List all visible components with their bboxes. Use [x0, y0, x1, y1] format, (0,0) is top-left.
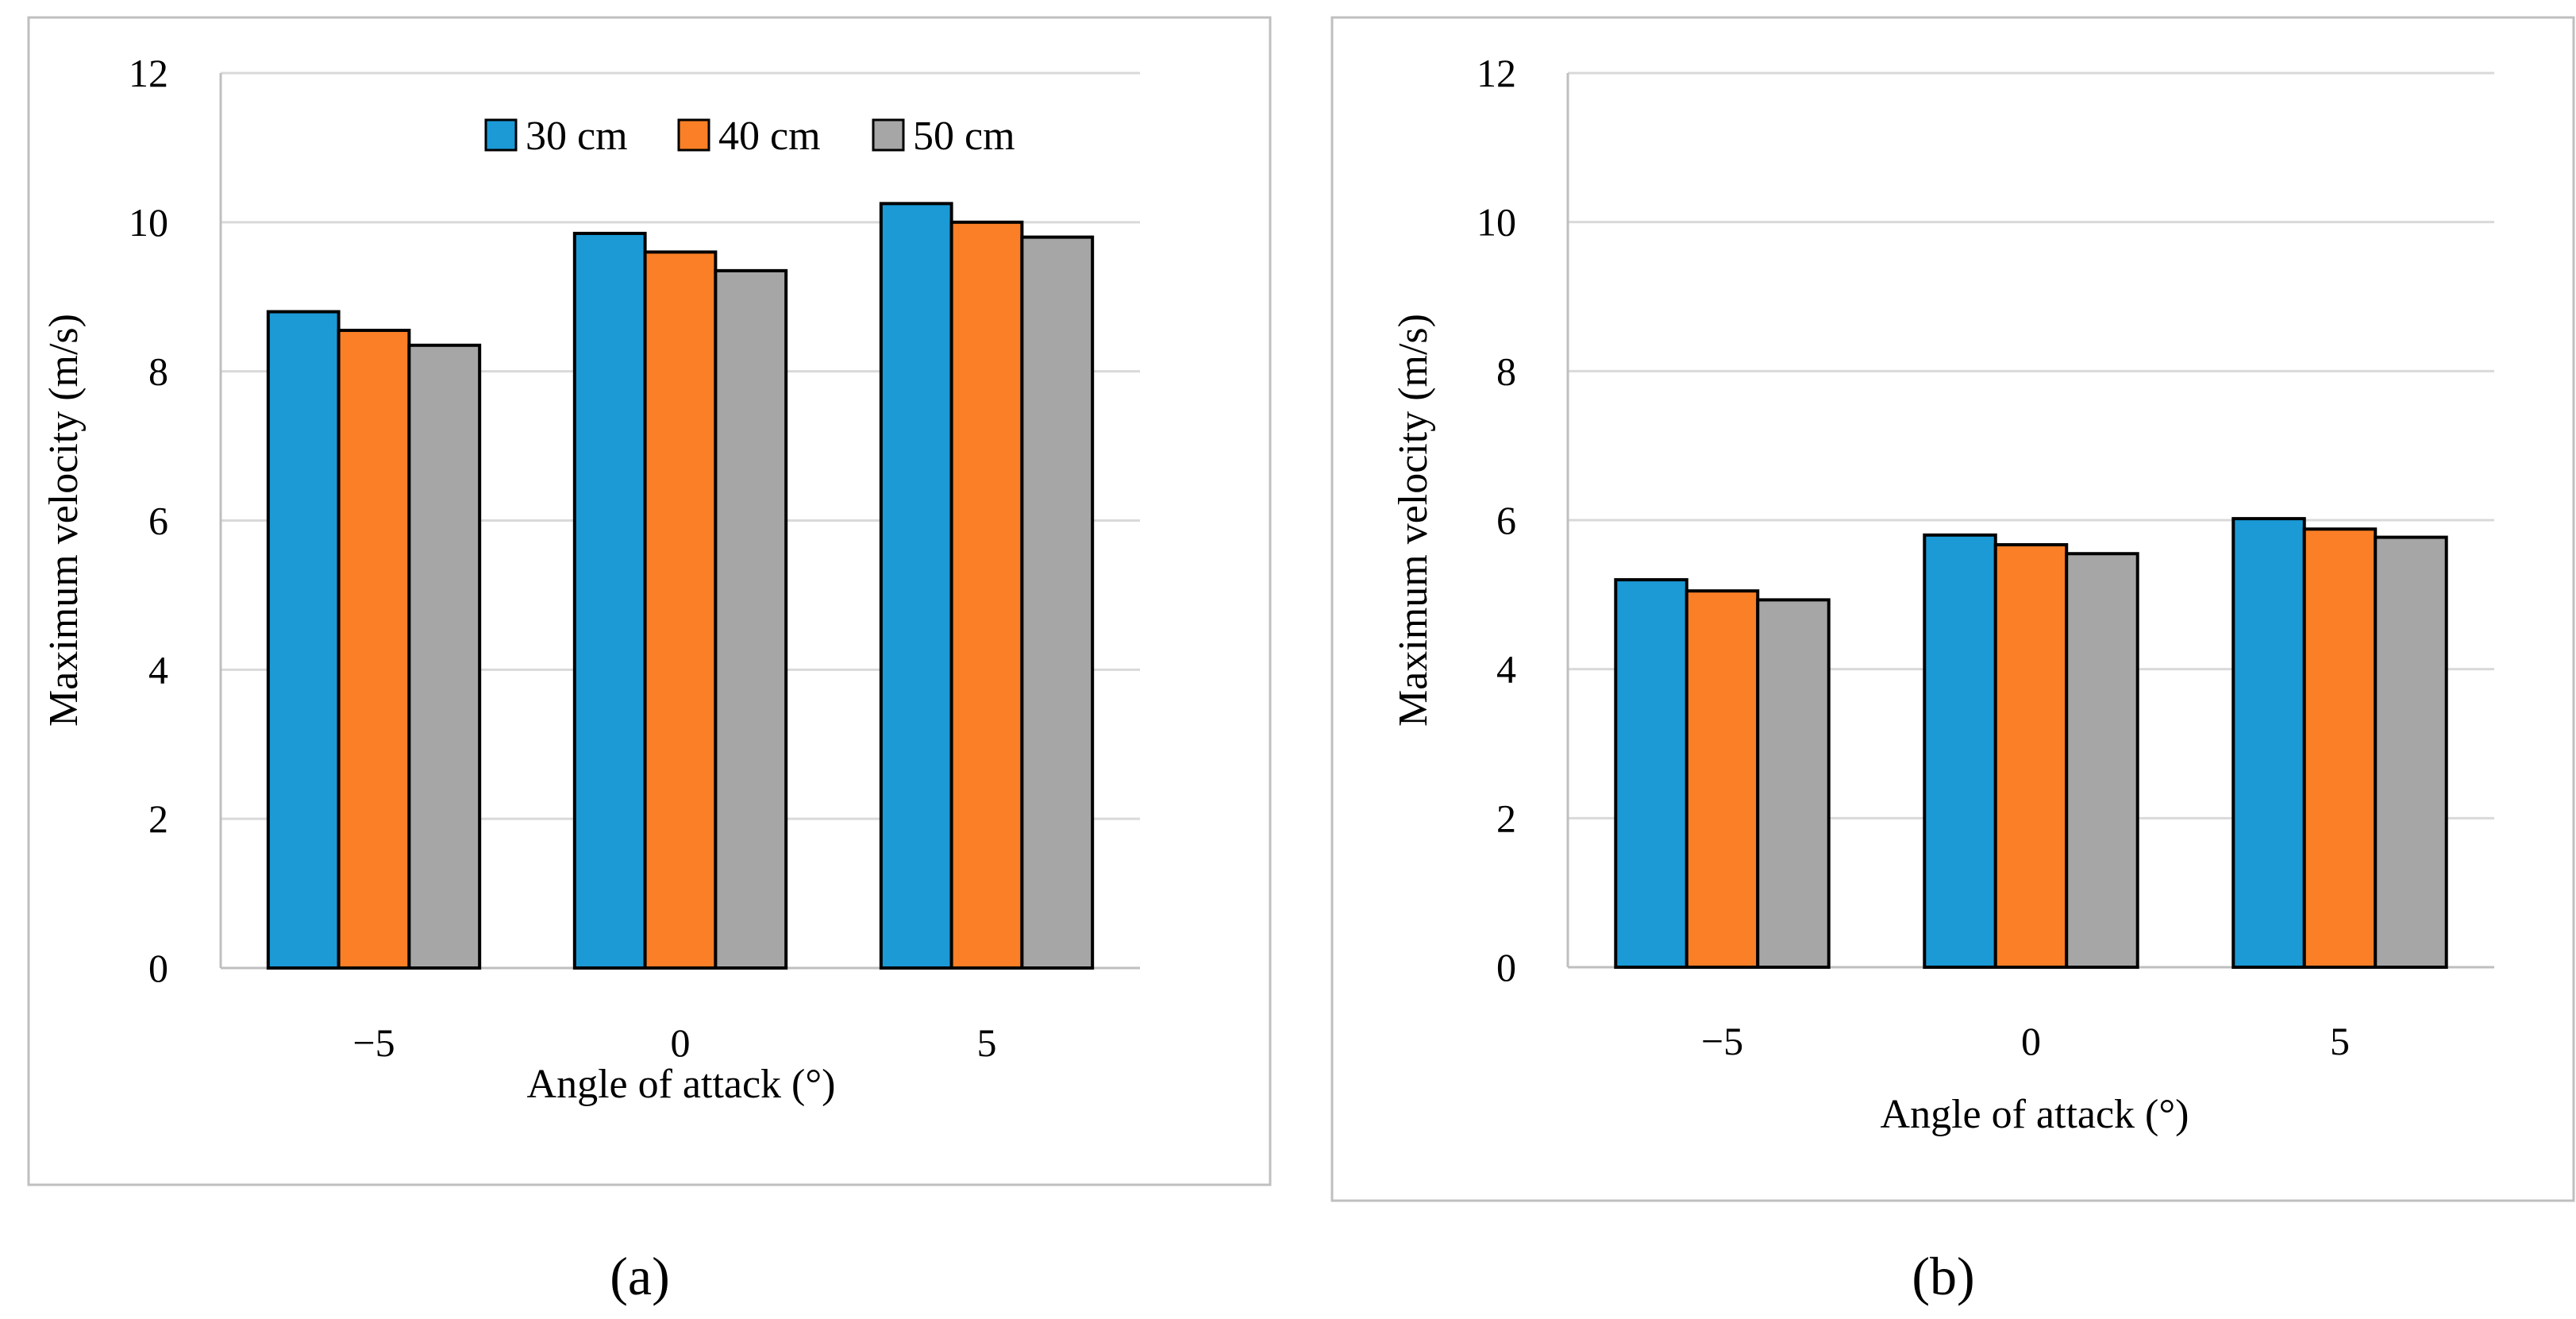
bar-30cm-cat1	[572, 231, 647, 970]
legend-label: 40 cm	[718, 114, 821, 159]
bar-30cm-cat2	[879, 202, 953, 970]
y-tick-label: 6	[1496, 498, 1516, 542]
legend-swatch-40cm	[677, 118, 710, 152]
bar-30cm-cat0	[266, 310, 341, 970]
y-tick-label: 6	[148, 499, 168, 543]
legend-label: 50 cm	[913, 114, 1015, 159]
y-axis-label: Maximum velocity (m/s)	[1391, 314, 1436, 727]
bar-50cm-cat1	[714, 268, 788, 970]
y-tick-label: 0	[148, 946, 168, 990]
legend-swatch-50cm	[872, 118, 905, 152]
x-tick-label: 5	[2330, 1019, 2350, 1063]
bar-30cm-cat0	[1614, 578, 1688, 969]
bar-50cm-cat1	[2065, 552, 2139, 969]
bar-40cm-cat0	[337, 329, 411, 970]
chart-panel-a: 0 2 4 6 8 10 12 −5 0 5 Angle of attack (°) Maximum …	[27, 16, 1272, 1186]
x-axis-label: Angle of attack (°)	[1881, 1092, 2189, 1137]
bar-30cm-cat1	[1923, 533, 1997, 969]
y-tick-label: 12	[129, 51, 168, 95]
x-tick-label: 0	[2021, 1019, 2041, 1063]
x-tick-label: −5	[352, 1020, 395, 1065]
y-tick-label: 4	[148, 647, 168, 692]
bar-50cm-cat0	[1756, 598, 1831, 969]
y-tick-label: 0	[1496, 945, 1516, 989]
bar-40cm-cat1	[1993, 542, 2069, 969]
y-tick-label: 10	[129, 200, 168, 245]
legend: 30 cm 40 cm 50 cm	[484, 114, 1015, 159]
y-tick-label: 10	[1477, 200, 1516, 245]
y-tick-label: 2	[1496, 796, 1516, 840]
bar-50cm-cat0	[407, 343, 482, 970]
y-tick-label: 8	[148, 349, 168, 394]
y-tick-label: 4	[1496, 647, 1516, 692]
legend-label: 30 cm	[526, 114, 628, 159]
chart-panel-b: 0 2 4 6 8 10 12 −5 0 5 Angle of attack (°) Maximum …	[1330, 16, 2575, 1202]
legend-swatch-30cm	[484, 118, 518, 152]
bar-40cm-cat2	[2302, 527, 2378, 969]
x-tick-label: −5	[1701, 1019, 1743, 1063]
bar-40cm-cat2	[949, 220, 1024, 970]
x-tick-label: 0	[671, 1020, 691, 1065]
panel-caption: (b)	[1912, 1246, 1974, 1306]
x-axis-label: Angle of attack (°)	[527, 1062, 836, 1107]
y-tick-label: 2	[148, 796, 168, 841]
bar-30cm-cat2	[2231, 517, 2306, 969]
panel-caption: (a)	[610, 1246, 669, 1306]
bar-50cm-cat2	[2374, 535, 2448, 969]
bar-40cm-cat1	[643, 250, 718, 970]
y-tick-label: 12	[1477, 51, 1516, 95]
bar-50cm-cat2	[1020, 235, 1095, 970]
y-tick-label: 8	[1496, 349, 1516, 393]
x-tick-label: 5	[977, 1020, 997, 1065]
y-axis-label: Maximum velocity (m/s)	[41, 314, 87, 727]
bar-40cm-cat0	[1685, 589, 1760, 969]
